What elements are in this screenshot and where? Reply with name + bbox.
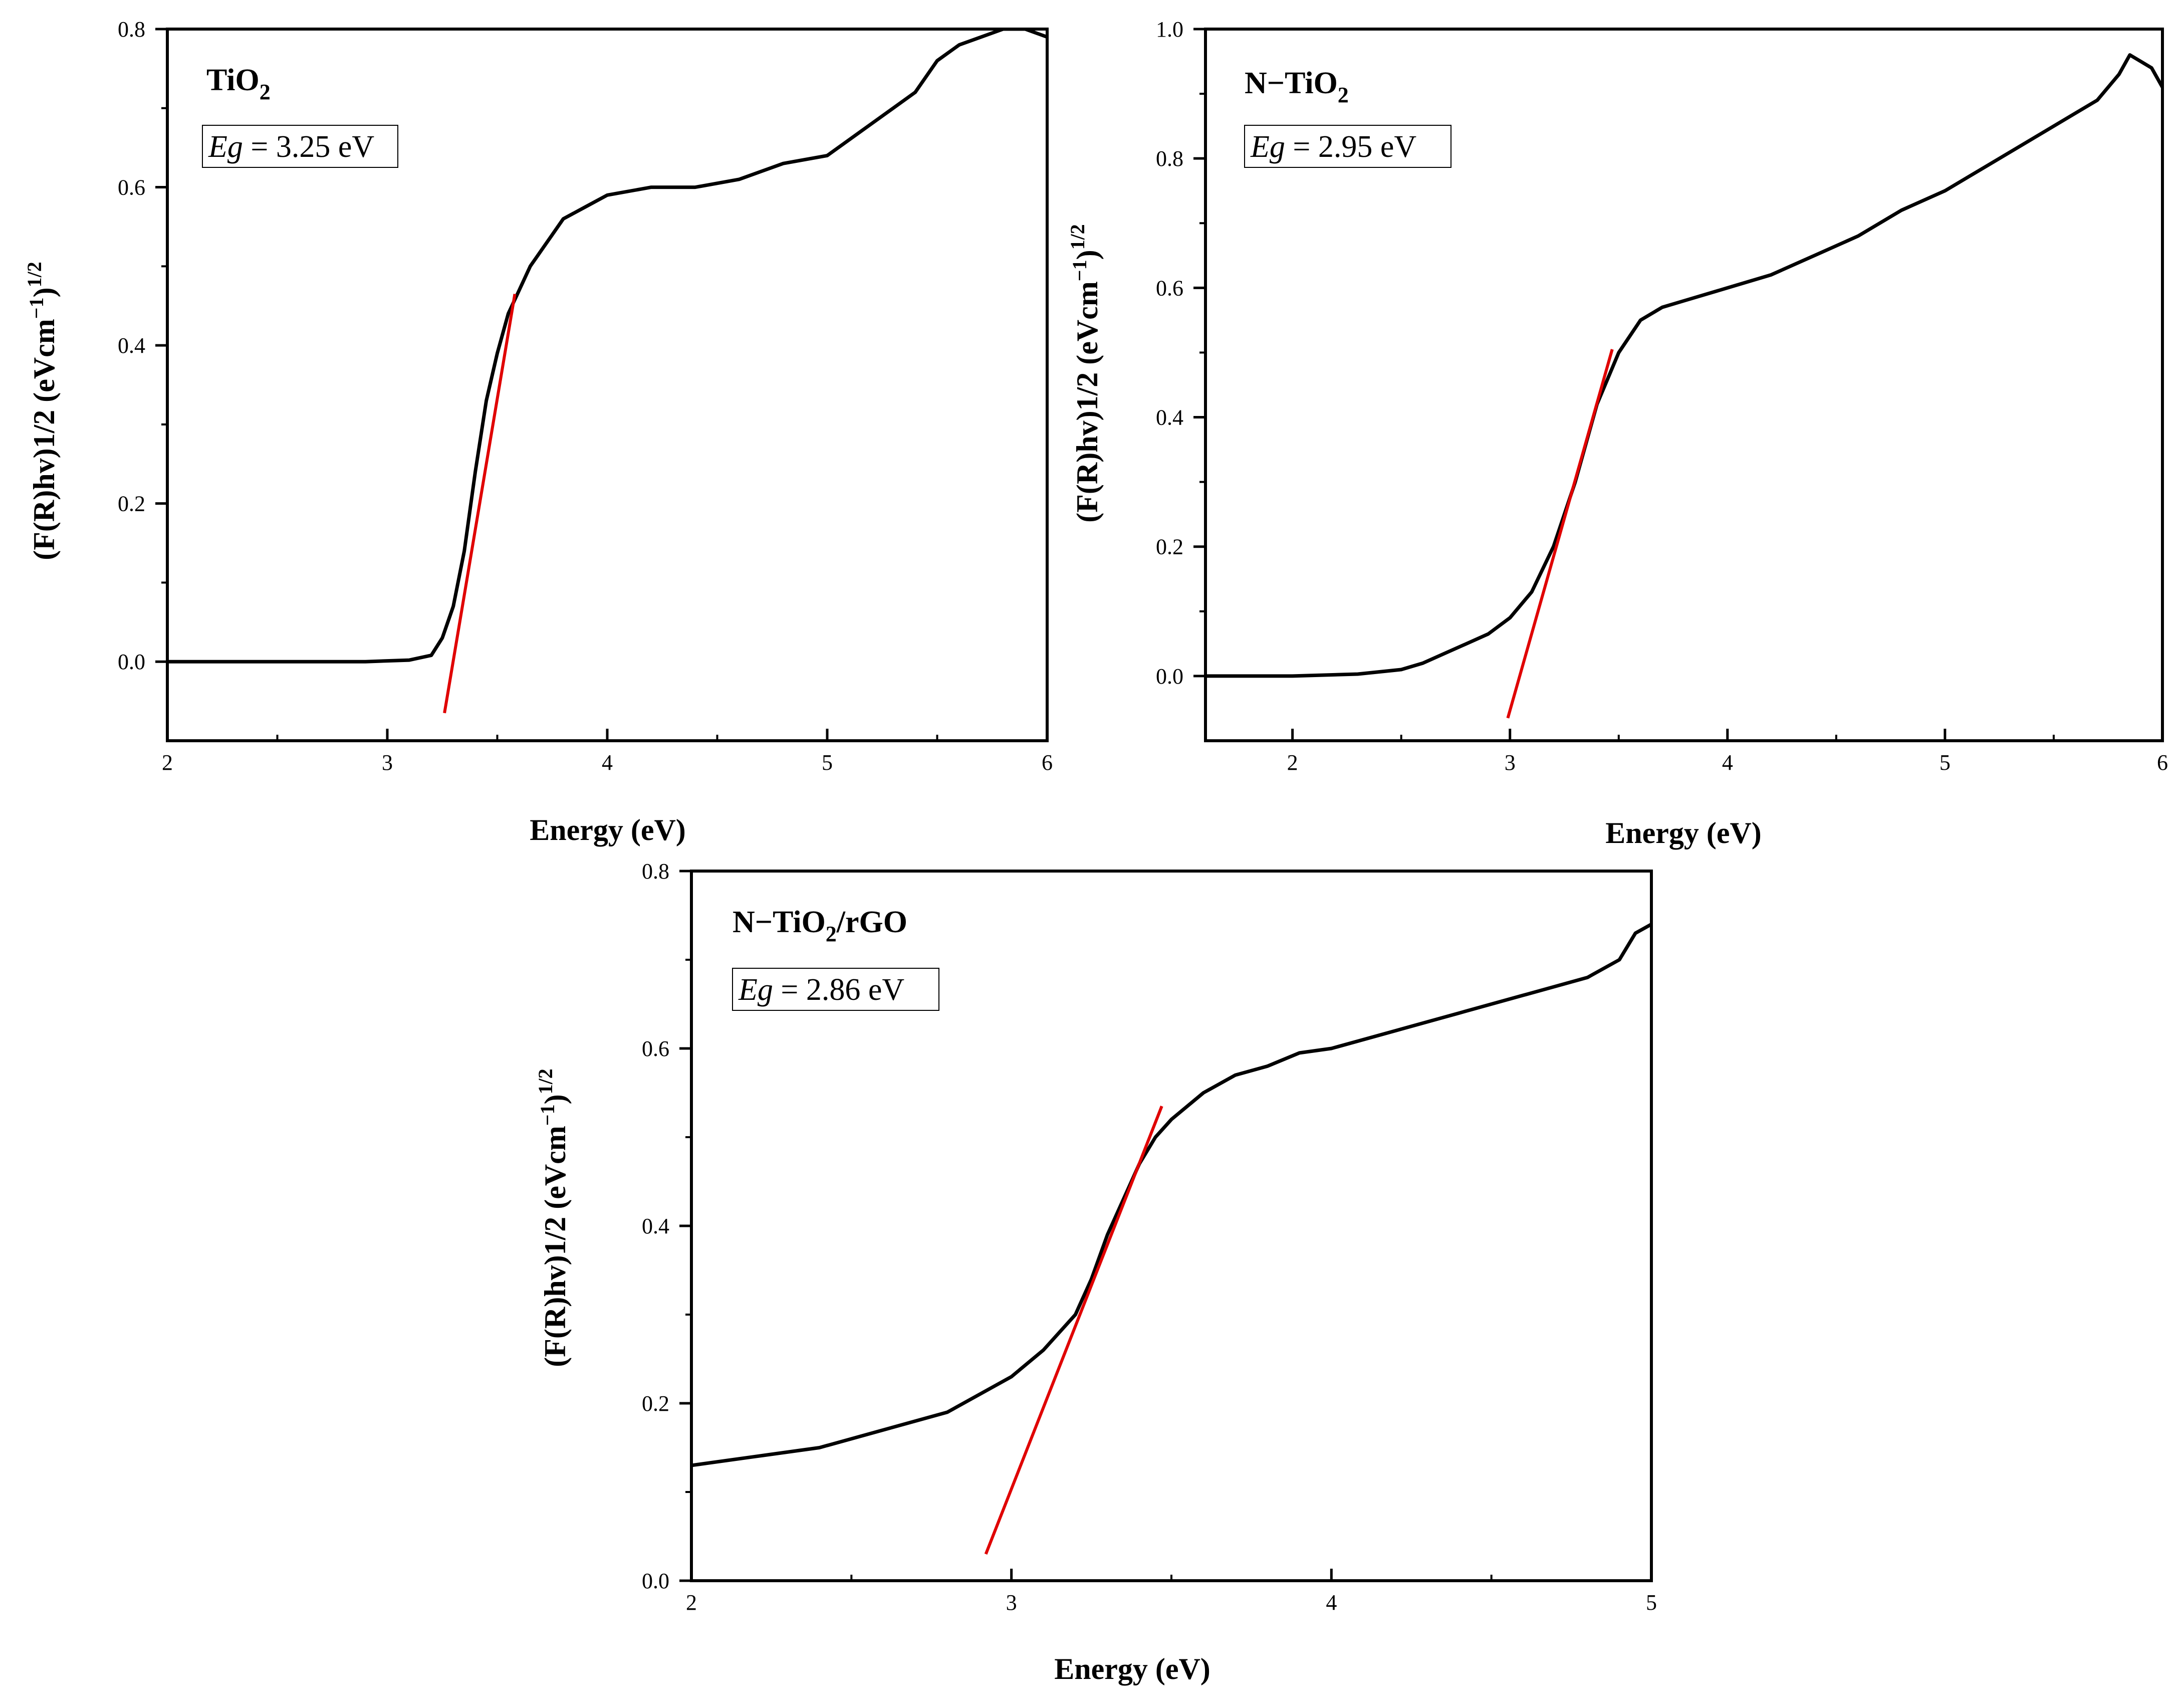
y-label-sup2: 1/2 — [1066, 224, 1089, 250]
y-tick-label: 0.4 — [1156, 405, 1183, 430]
band-gap-box — [202, 125, 398, 168]
y-tick-label: 0.8 — [642, 859, 669, 884]
y-axis-label: (F(R)hv)1/2 (eVcm−1)1/2 — [23, 262, 61, 560]
spectrum-line — [1205, 53, 2162, 678]
y-axis-label: (F(R)hv)1/2 (eVcm−1)1/2 — [534, 1069, 572, 1367]
eg-value: = 2.86 eV — [773, 973, 904, 1007]
y-tick-label: 0.8 — [118, 17, 145, 42]
x-axis-label: Energy (eV) — [530, 813, 686, 846]
eg-symbol: Eg — [738, 973, 773, 1007]
chart-panel-n-tio2: 2 3 4 5 6 0.0 0.2 0.4 0.6 0.8 1.0 N−TiO2 Eg = 2.95… — [1066, 17, 2168, 849]
y-label-sup2: 1/2 — [23, 262, 46, 287]
x-tick-label: 3 — [1505, 750, 1516, 775]
chart-panel-n-tio2-rgo: 2 3 4 5 0.0 0.2 0.4 0.6 0.8 N−TiO2/rGO Eg = 2.86… — [534, 859, 1657, 1685]
x-tick-label: 5 — [822, 750, 833, 775]
x-axis-label: Energy (eV) — [1054, 1652, 1210, 1685]
y-tick-label: 0.4 — [118, 333, 145, 358]
y-tick-label: 0.6 — [642, 1036, 669, 1061]
y-tick-label: 0.0 — [642, 1569, 669, 1593]
x-axis-label: Energy (eV) — [1605, 816, 1762, 849]
y-label-close: ) — [28, 287, 61, 297]
panel-title: N−TiO2/rGO — [733, 905, 907, 946]
band-gap-box — [732, 968, 939, 1011]
eg-value: = 2.95 eV — [1285, 130, 1416, 164]
x-tick-label: 2 — [162, 750, 173, 775]
x-tick-label: 3 — [1006, 1590, 1017, 1615]
x-tick-label: 4 — [1326, 1590, 1337, 1615]
x-tick-label: 2 — [686, 1590, 697, 1615]
tangent-fit-line — [443, 294, 517, 714]
title-suffix: /rGO — [836, 905, 907, 939]
y-axis-label: (F(R)hv)1/2 (eVcm−1)1/2 — [1066, 224, 1104, 522]
eg-symbol: Eg — [208, 130, 243, 164]
spectrum-line — [691, 923, 1651, 1467]
axis-ticks: 2 3 4 5 0.0 0.2 0.4 0.6 0.8 — [642, 859, 1657, 1615]
x-tick-label: 6 — [2157, 750, 2168, 775]
y-label-sup2: 1/2 — [534, 1069, 557, 1094]
eg-symbol: Eg — [1250, 130, 1285, 164]
y-tick-label: 0.4 — [642, 1214, 669, 1238]
y-tick-label: 0.2 — [642, 1391, 669, 1416]
y-tick-label: 0.6 — [1156, 276, 1183, 300]
x-tick-label: 5 — [1939, 750, 1951, 775]
x-tick-label: 6 — [1042, 750, 1053, 775]
x-tick-label: 5 — [1646, 1590, 1657, 1615]
tangent-fit-line — [1506, 349, 1614, 719]
plot-area — [1204, 28, 2164, 742]
y-label-close: ) — [539, 1094, 572, 1104]
y-label-sup1: −1 — [25, 297, 48, 319]
y-tick-label: 0.6 — [118, 175, 145, 200]
y-tick-label: 0.2 — [1156, 535, 1183, 559]
y-label-sup1: −1 — [1068, 260, 1091, 281]
tangent-fit-line — [984, 1106, 1163, 1555]
panel-title: N−TiO2 — [1245, 66, 1349, 107]
y-label-sup1: −1 — [536, 1104, 559, 1126]
band-gap-label: Eg = 3.25 eV — [208, 130, 374, 164]
band-gap-label: Eg = 2.95 eV — [1250, 130, 1416, 164]
eg-value: = 3.25 eV — [243, 130, 374, 164]
x-tick-label: 3 — [382, 750, 393, 775]
band-gap-box — [1244, 125, 1451, 168]
title-subscript: 2 — [1338, 83, 1349, 107]
y-tick-label: 1.0 — [1156, 17, 1183, 42]
title-subscript: 2 — [260, 80, 271, 104]
axis-ticks: 2 3 4 5 6 0.0 0.2 0.4 0.6 0.8 1.0 — [1156, 17, 2168, 775]
y-tick-label: 0.8 — [1156, 146, 1183, 171]
x-tick-label: 4 — [602, 750, 613, 775]
x-tick-label: 4 — [1722, 750, 1733, 775]
x-tick-label: 2 — [1287, 750, 1298, 775]
y-tick-label: 0.0 — [1156, 664, 1183, 689]
panel-title: TiO2 — [206, 63, 271, 104]
title-subscript: 2 — [826, 922, 837, 946]
y-label-close: ) — [1071, 250, 1104, 260]
axis-ticks: 2 3 4 5 6 0.0 0.2 0.4 0.6 0.8 — [118, 17, 1053, 775]
y-tick-label: 0.2 — [118, 492, 145, 516]
plot-frame — [1204, 28, 2164, 742]
chart-panel-tio2: 2 3 4 5 6 0.0 0.2 0.4 0.6 0.8 TiO2 Eg = 3.25 eV E… — [23, 17, 1053, 846]
spectrum-line — [167, 29, 1047, 664]
y-tick-label: 0.0 — [118, 650, 145, 674]
band-gap-label: Eg = 2.86 eV — [738, 973, 904, 1007]
